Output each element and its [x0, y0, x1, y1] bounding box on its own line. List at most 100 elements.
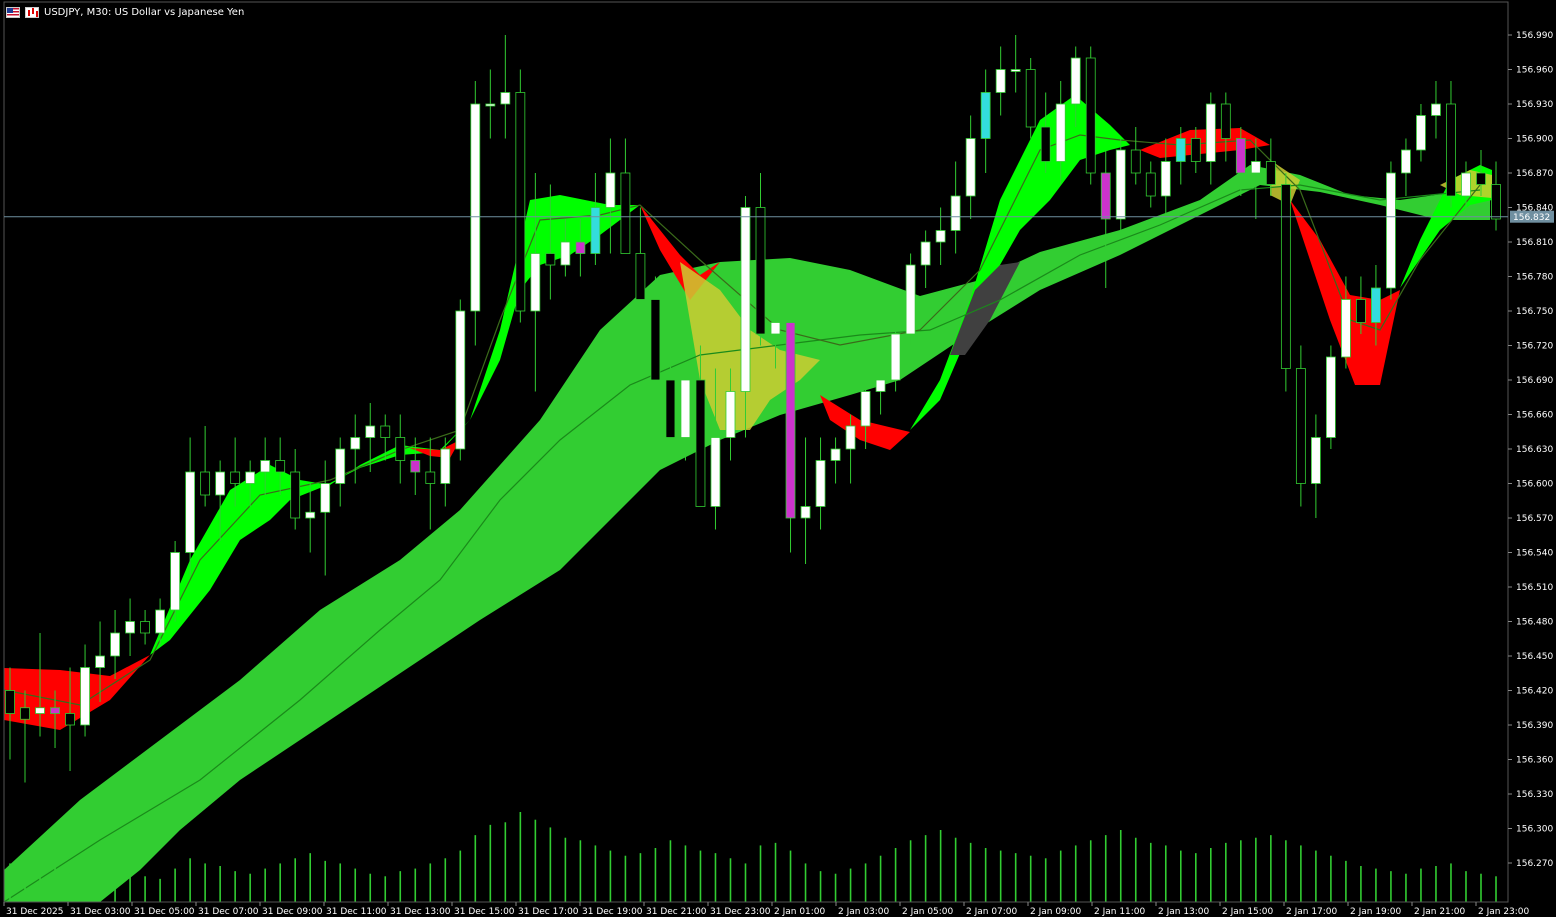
- y-tick-label: 156.300: [1516, 825, 1553, 835]
- x-tick-label: 31 Dec 03:00: [70, 907, 131, 917]
- chart-type-icon[interactable]: [25, 6, 39, 18]
- y-tick-label: 156.840: [1516, 204, 1553, 214]
- candle-body: [1401, 149, 1411, 174]
- y-tick-label: 156.330: [1516, 790, 1553, 800]
- candle-body: [1040, 126, 1051, 162]
- y-tick-label: 156.690: [1516, 376, 1553, 386]
- candlesticks: [5, 35, 1501, 783]
- y-tick-label: 156.630: [1516, 445, 1553, 455]
- x-tick-label: 31 Dec 15:00: [454, 907, 515, 917]
- x-tick-label: 31 Dec 09:00: [262, 907, 323, 917]
- candle-body: [440, 448, 451, 484]
- candle-body: [620, 172, 631, 254]
- candle-body: [1085, 57, 1096, 174]
- candle-body: [1250, 161, 1261, 174]
- candle-body: [95, 655, 105, 668]
- candle-body: [425, 471, 436, 484]
- candle-body: [380, 425, 391, 438]
- candle-body: [740, 207, 751, 392]
- candle-body: [875, 379, 886, 392]
- candle-body: [965, 138, 976, 197]
- candle-body: [170, 552, 181, 611]
- x-tick-label: 2 Jan 13:00: [1158, 907, 1210, 917]
- candle-body: [500, 92, 511, 105]
- candle-body: [785, 322, 796, 519]
- candle-body: [1265, 161, 1276, 185]
- candle-body: [680, 379, 691, 438]
- candle-body: [155, 609, 166, 634]
- candle-body: [470, 103, 481, 312]
- candle-body: [1340, 299, 1351, 358]
- candle-body: [335, 448, 346, 484]
- candle-body: [515, 92, 526, 312]
- x-tick-label: 2 Jan 07:00: [966, 907, 1018, 917]
- candle-body: [110, 632, 120, 657]
- candle-body: [725, 391, 736, 438]
- y-tick-label: 156.780: [1516, 273, 1553, 283]
- candle-body: [935, 230, 946, 243]
- candle-body: [1325, 356, 1336, 438]
- candle-body: [1476, 172, 1486, 185]
- candle-body: [20, 707, 30, 720]
- candle-body: [800, 506, 811, 519]
- x-tick-label: 2 Jan 05:00: [902, 907, 954, 917]
- candle-body: [1356, 299, 1366, 323]
- x-tick-label: 31 Dec 17:00: [518, 907, 579, 917]
- y-tick-label: 156.810: [1516, 238, 1553, 248]
- y-tick-label: 156.510: [1516, 583, 1553, 593]
- candle-body: [125, 621, 135, 634]
- candle-body: [1371, 287, 1381, 323]
- candle-body: [1100, 172, 1111, 220]
- candle-body: [305, 511, 316, 519]
- y-tick-label: 156.750: [1516, 307, 1553, 317]
- current-price-label: 156.832: [1513, 213, 1550, 223]
- y-tick-label: 156.420: [1516, 687, 1553, 697]
- candle-body: [230, 471, 241, 484]
- candle-body: [275, 460, 286, 473]
- candle-body: [50, 707, 60, 714]
- y-tick-label: 156.900: [1516, 135, 1553, 145]
- candle-body: [1175, 138, 1186, 162]
- x-tick-label: 2 Jan 17:00: [1286, 907, 1338, 917]
- candle-body: [1280, 184, 1291, 369]
- candle-body: [710, 437, 721, 507]
- candle-body: [1416, 115, 1426, 151]
- y-tick-label: 156.570: [1516, 514, 1553, 524]
- candle-body: [590, 207, 601, 254]
- candle-body: [605, 172, 616, 208]
- candle-body: [1115, 149, 1126, 220]
- symbol-title: USDJPY, M30: US Dollar vs Japanese Yen: [44, 6, 245, 18]
- candle-body: [215, 471, 226, 496]
- x-tick-label: 2 Jan 09:00: [1030, 907, 1082, 917]
- band-lime-2: [910, 95, 1130, 430]
- x-tick-label: 31 Dec 13:00: [390, 907, 451, 917]
- candle-body: [245, 471, 256, 484]
- candle-body: [1386, 172, 1396, 289]
- y-tick-label: 156.450: [1516, 652, 1553, 662]
- candle-body: [830, 448, 841, 461]
- candle-body: [80, 667, 90, 726]
- candle-body: [1295, 368, 1306, 484]
- candle-body: [1055, 103, 1066, 162]
- y-tick-label: 156.480: [1516, 618, 1553, 628]
- candle-body: [635, 253, 646, 300]
- candle-body: [755, 207, 766, 335]
- y-tick-label: 156.720: [1516, 342, 1553, 352]
- candle-body: [485, 103, 496, 107]
- candle-body: [1130, 149, 1141, 174]
- candle-body: [950, 195, 961, 231]
- y-tick-label: 156.270: [1516, 859, 1553, 869]
- candle-body: [545, 253, 556, 266]
- x-tick-label: 2 Jan 15:00: [1222, 907, 1274, 917]
- candle-body: [890, 333, 901, 381]
- candle-body: [5, 690, 15, 714]
- y-tick-label: 156.960: [1516, 66, 1553, 76]
- y-tick-label: 156.930: [1516, 100, 1553, 110]
- x-tick-label: 2 Jan 19:00: [1350, 907, 1402, 917]
- current-price-badge: [1510, 210, 1554, 223]
- volume-histogram: [9, 812, 1497, 902]
- flag-icon[interactable]: [6, 6, 20, 18]
- candle-body: [650, 299, 661, 381]
